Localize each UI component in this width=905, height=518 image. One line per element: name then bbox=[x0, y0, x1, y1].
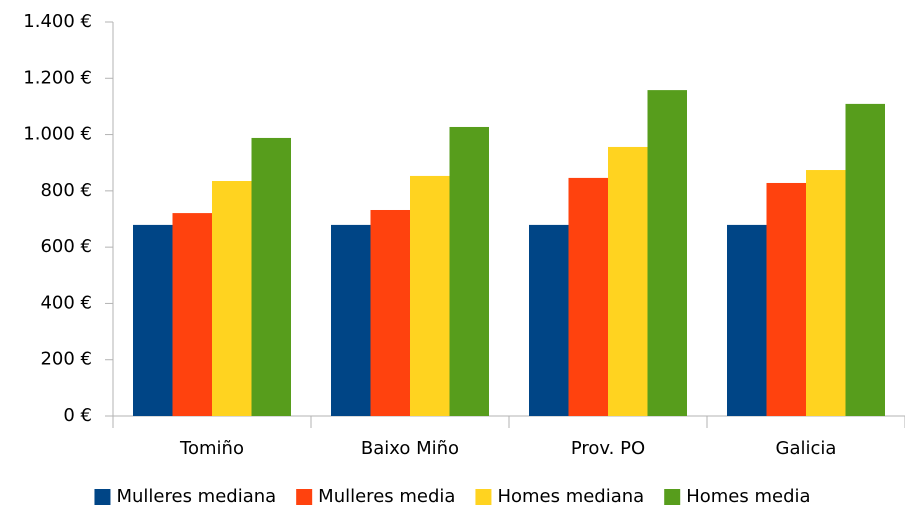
legend-swatch bbox=[664, 489, 681, 505]
bar bbox=[647, 90, 687, 416]
bar bbox=[529, 224, 569, 416]
x-tick-label: Baixo Miño bbox=[361, 438, 459, 459]
y-tick-label: 400 € bbox=[40, 292, 92, 313]
bar bbox=[845, 103, 885, 416]
bar bbox=[449, 126, 489, 417]
legend-swatch bbox=[94, 489, 111, 505]
bar bbox=[608, 146, 648, 416]
bar bbox=[251, 137, 291, 416]
bar bbox=[370, 209, 410, 416]
legend-label: Homes mediana bbox=[497, 486, 644, 507]
y-tick-label: 200 € bbox=[40, 349, 92, 370]
y-tick-label: 1.000 € bbox=[23, 124, 92, 145]
bar bbox=[133, 224, 173, 416]
bar bbox=[410, 175, 450, 416]
bar bbox=[568, 177, 608, 416]
legend-label: Homes media bbox=[686, 486, 810, 507]
x-tick-label: Galicia bbox=[776, 438, 837, 459]
legend-label: Mulleres mediana bbox=[116, 486, 276, 507]
bar bbox=[727, 224, 767, 416]
bar bbox=[766, 182, 806, 416]
legend-label: Mulleres media bbox=[318, 486, 455, 507]
y-tick-label: 1.200 € bbox=[23, 67, 92, 88]
bar bbox=[212, 181, 252, 416]
bar bbox=[331, 224, 371, 416]
legend-swatch bbox=[296, 489, 313, 505]
y-tick-label: 600 € bbox=[40, 236, 92, 257]
x-tick-label: Tomiño bbox=[179, 438, 244, 459]
legend-swatch bbox=[475, 489, 492, 505]
y-tick-label: 1.400 € bbox=[23, 11, 92, 32]
bar bbox=[806, 170, 846, 416]
y-tick-label: 0 € bbox=[63, 405, 92, 426]
y-tick-label: 800 € bbox=[40, 180, 92, 201]
bar bbox=[172, 213, 212, 416]
x-tick-label: Prov. PO bbox=[571, 438, 645, 459]
